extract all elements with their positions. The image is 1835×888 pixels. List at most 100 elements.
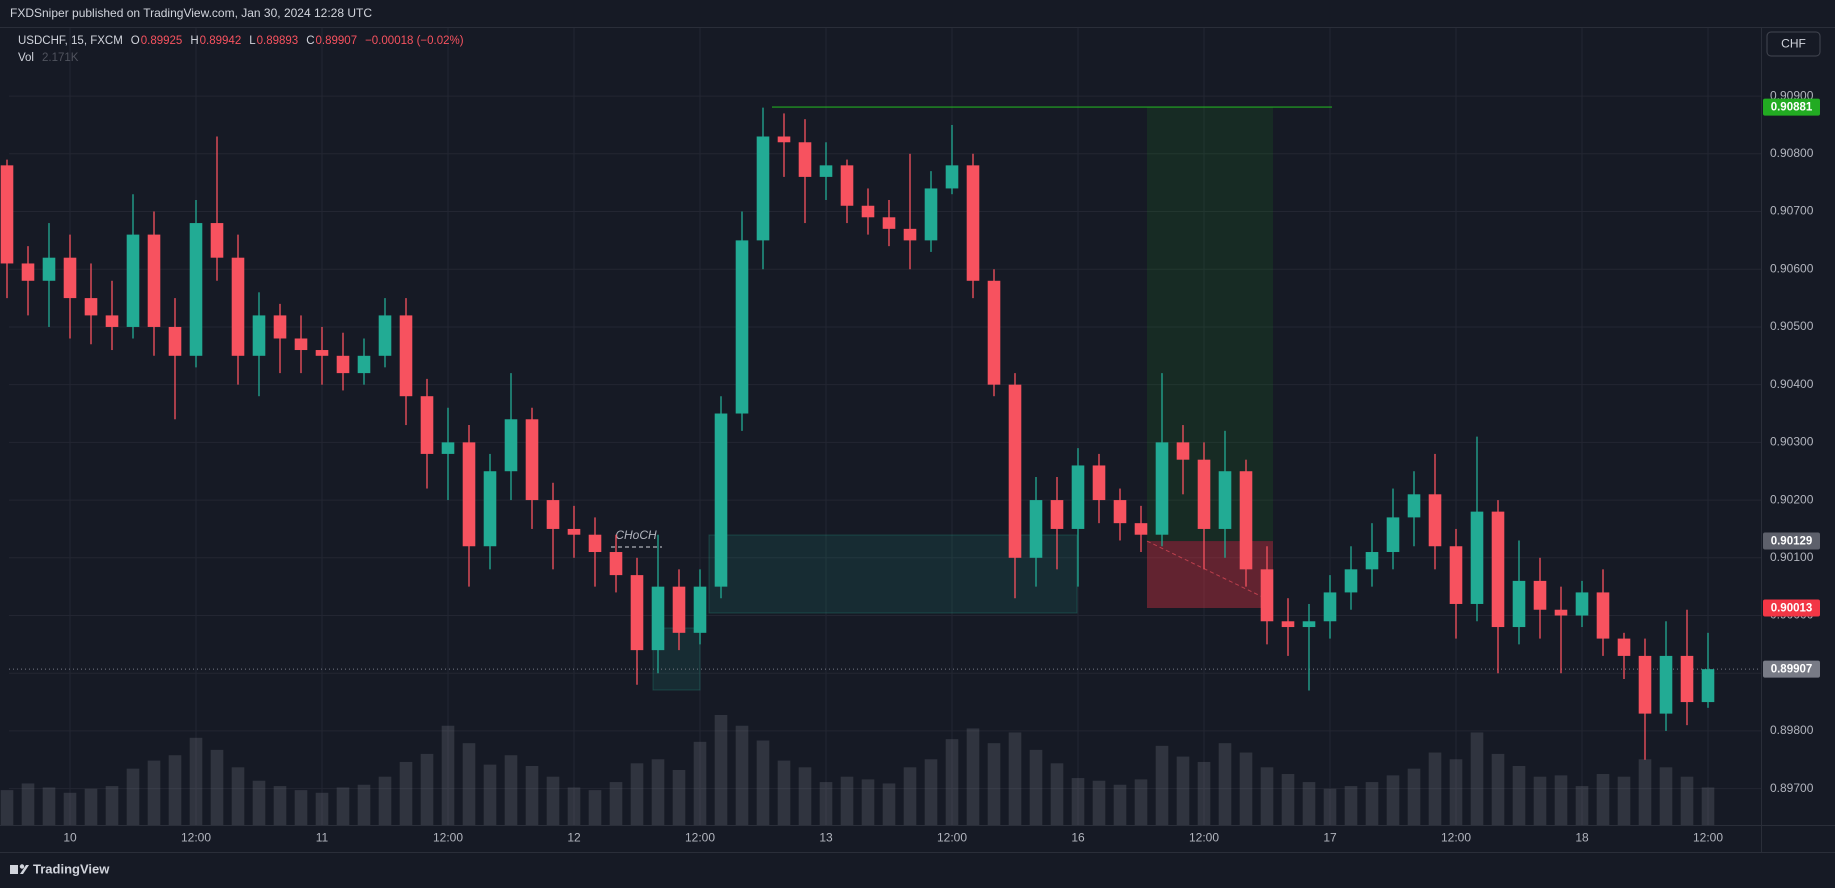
logo-mark	[10, 865, 18, 874]
volume-bar	[231, 767, 245, 825]
volume-bar	[21, 783, 35, 825]
y-tick-label: 0.90300	[1770, 435, 1814, 449]
candle-body	[1323, 592, 1337, 622]
volume-bar	[546, 776, 560, 825]
candle-body	[1239, 471, 1253, 570]
candle-body	[1533, 580, 1547, 610]
volume-bar	[357, 784, 371, 825]
candle-body	[252, 315, 266, 356]
candle-body	[378, 315, 392, 356]
candle-body	[1113, 500, 1127, 524]
y-tick-label: 0.90700	[1770, 204, 1814, 218]
volume-bar	[84, 788, 98, 825]
volume-bar	[1428, 752, 1442, 825]
legend-ohlc-label: H	[190, 35, 198, 47]
volume-bar	[693, 741, 707, 825]
candle-body	[1302, 621, 1316, 628]
candle-body	[672, 586, 686, 633]
candle-body	[693, 586, 707, 633]
volume-bar	[567, 787, 581, 825]
candle-body	[315, 350, 329, 356]
volume-bar	[1491, 753, 1505, 825]
volume-bar	[924, 759, 938, 825]
candle-body	[756, 136, 770, 241]
candle-body	[1197, 459, 1211, 529]
candle-body	[462, 442, 476, 547]
candle-body	[0, 165, 14, 264]
volume-bar	[1365, 782, 1379, 825]
candle-body	[273, 315, 287, 339]
x-tick-label: 16	[1071, 831, 1085, 845]
volume-bar	[1092, 780, 1106, 825]
candle-body	[903, 228, 917, 241]
volume-bar	[1638, 759, 1652, 825]
price-label-box	[1763, 532, 1820, 550]
volume-bar	[1407, 768, 1421, 825]
x-tick-label: 12:00	[181, 831, 211, 845]
candle-body	[357, 355, 371, 374]
volume-bar	[63, 792, 77, 825]
candle-body	[1008, 384, 1022, 558]
volume-bar	[1344, 786, 1358, 825]
x-tick-label: 12:00	[1189, 831, 1219, 845]
candle-body	[1155, 442, 1169, 535]
candle-body	[567, 528, 581, 535]
volume-bar	[294, 790, 308, 825]
volume-bar	[147, 760, 161, 825]
y-tick-label: 0.90800	[1770, 146, 1814, 160]
volume-bar	[525, 765, 539, 825]
candle-body	[840, 165, 854, 206]
candle-body	[84, 298, 98, 316]
y-tick-label: 0.90500	[1770, 319, 1814, 333]
volume-bar	[840, 776, 854, 825]
candle-body	[336, 355, 350, 374]
x-tick-label: 12:00	[433, 831, 463, 845]
volume-bar	[378, 776, 392, 825]
volume-bar	[1050, 763, 1064, 825]
volume-bar	[609, 782, 623, 825]
candle-body	[504, 419, 518, 472]
volume-bar	[1071, 778, 1085, 825]
candle-body	[819, 165, 833, 177]
candle-body	[609, 552, 623, 576]
y-tick-label: 0.89800	[1770, 723, 1814, 737]
legend-ohlc-value: 0.89942	[200, 35, 242, 47]
volume-bar	[1701, 787, 1715, 825]
volume-bar	[399, 761, 413, 825]
stop-zone	[1147, 541, 1273, 609]
volume-bar	[987, 743, 1001, 825]
logo-mark	[20, 865, 29, 874]
volume-bar	[861, 779, 875, 825]
x-tick-label: 13	[819, 831, 833, 845]
volume-bar	[168, 755, 182, 825]
candle-body	[1659, 655, 1673, 714]
volume-bar	[1218, 743, 1232, 825]
candle-body	[1680, 655, 1694, 703]
candle-body	[987, 280, 1001, 385]
volume-bar	[1680, 776, 1694, 825]
footer-logo[interactable]: TradingView	[10, 861, 110, 876]
candle-body	[1638, 655, 1652, 714]
legend-volume-value: 2.171K	[42, 52, 79, 64]
candle-body	[546, 500, 560, 529]
x-tick-label: 12	[567, 831, 581, 845]
candle-body	[714, 413, 728, 587]
price-label: 0.90129	[1771, 536, 1813, 548]
x-tick-label: 18	[1575, 831, 1589, 845]
candle-body	[1491, 511, 1505, 628]
volume-bar	[1617, 776, 1631, 825]
volume-bar	[504, 755, 518, 825]
candle-body	[1428, 494, 1442, 547]
legend-ohlc-value: 0.89893	[257, 35, 299, 47]
currency-button[interactable]	[1766, 31, 1821, 57]
plot-area: CHoCH	[0, 28, 1761, 825]
volume-bar	[777, 760, 791, 825]
volume-bar	[0, 790, 14, 825]
price-label-box	[1763, 660, 1820, 678]
legend-ohlc-label: O	[131, 35, 140, 47]
volume-bar	[819, 782, 833, 825]
volume-bar	[966, 728, 980, 825]
price-label: 0.90013	[1771, 603, 1813, 615]
